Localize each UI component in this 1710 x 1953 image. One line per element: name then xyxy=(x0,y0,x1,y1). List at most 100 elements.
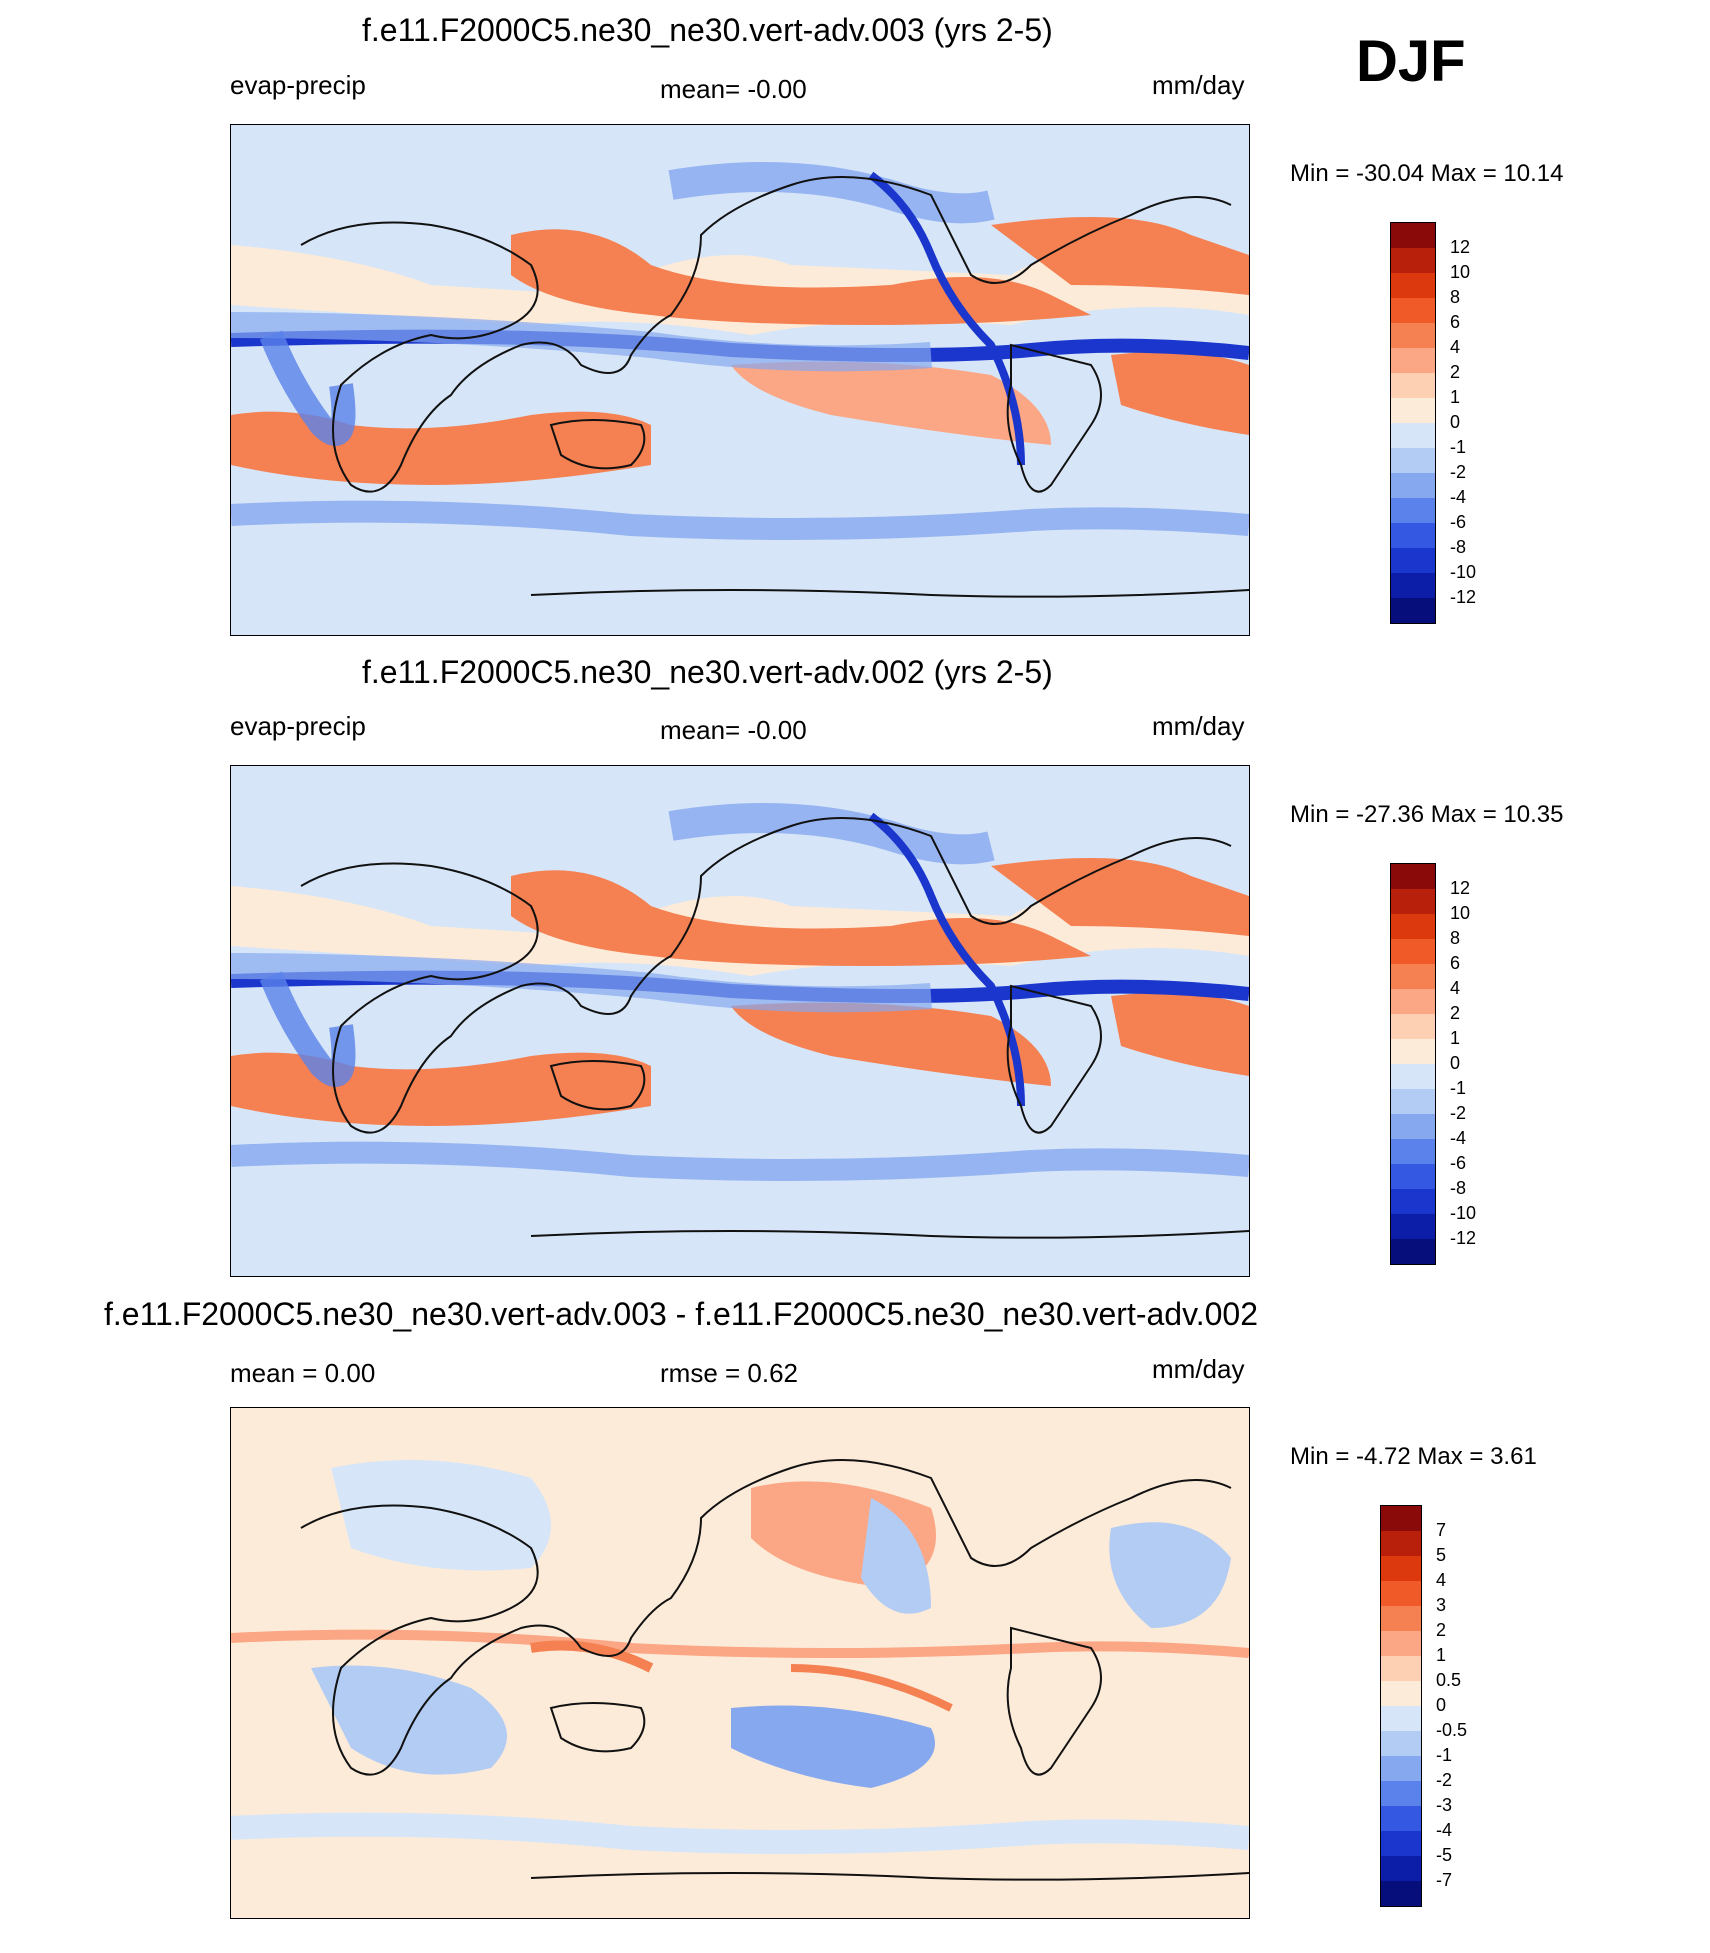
colorbar-segment xyxy=(1391,448,1435,473)
panel-3-map xyxy=(230,1407,1250,1919)
colorbar-segment xyxy=(1381,1631,1421,1656)
colorbar-tick-label: 8 xyxy=(1450,287,1461,307)
colorbar-tick-label: -4 xyxy=(1450,487,1467,507)
colorbar-segment xyxy=(1391,398,1435,423)
colorbar-tick-label: -12 xyxy=(1450,587,1477,607)
colorbar-tick-label: -3 xyxy=(1436,1795,1453,1815)
panel-2-units-label: mm/day xyxy=(1152,711,1245,741)
colorbar-tick-label: 6 xyxy=(1450,953,1461,973)
colorbar-segment xyxy=(1391,548,1435,573)
colorbar-segment xyxy=(1391,1014,1435,1039)
colorbar-tick-label: 7 xyxy=(1436,1520,1447,1540)
colorbar-tick-label: 10 xyxy=(1450,262,1471,282)
colorbar-tick-label: 0 xyxy=(1436,1695,1447,1715)
colorbar-segment xyxy=(1381,1656,1421,1681)
colorbar-segment xyxy=(1381,1856,1421,1881)
colorbar-segment xyxy=(1381,1881,1421,1906)
colorbar-segment xyxy=(1391,523,1435,548)
colorbar-tick-label: -10 xyxy=(1450,562,1477,582)
colorbar-tick-label: 2 xyxy=(1450,1003,1461,1023)
colorbar-tick-label: -1 xyxy=(1450,437,1467,457)
colorbar-tick-label: 1 xyxy=(1436,1645,1447,1665)
colorbar-segment xyxy=(1391,914,1435,939)
panel-1-map xyxy=(230,124,1250,636)
colorbar-tick-label: -4 xyxy=(1450,1128,1467,1148)
colorbar-segment xyxy=(1391,323,1435,348)
panel-2-map xyxy=(230,765,1250,1277)
colorbar-segment xyxy=(1391,864,1435,889)
colorbar-tick-label: 4 xyxy=(1436,1570,1447,1590)
colorbar-tick-label: -4 xyxy=(1436,1820,1453,1840)
colorbar-tick-label: 4 xyxy=(1450,978,1461,998)
colorbar-tick-label: 2 xyxy=(1450,362,1461,382)
colorbar-segment xyxy=(1391,348,1435,373)
colorbar-tick-label: -7 xyxy=(1436,1870,1453,1890)
panel-2-variable-label: evap-precip xyxy=(230,711,366,741)
colorbar-tick-label: 6 xyxy=(1450,312,1461,332)
colorbar-tick-label: -8 xyxy=(1450,537,1467,557)
colorbar-segment xyxy=(1391,248,1435,273)
colorbar-segment xyxy=(1391,273,1435,298)
panel-2-minmax: Min = -27.36 Max = 10.35 xyxy=(1290,801,1564,828)
panel-1-colorbar xyxy=(1390,222,1436,624)
colorbar-segment xyxy=(1391,598,1435,623)
panel-3-title: f.e11.F2000C5.ne30_ne30.vert-adv.003 - f… xyxy=(104,1296,1258,1332)
colorbar-tick-label: 12 xyxy=(1450,878,1471,898)
colorbar-segment xyxy=(1391,889,1435,914)
colorbar-tick-label: 12 xyxy=(1450,237,1471,257)
colorbar-tick-label: -1 xyxy=(1450,1078,1467,1098)
colorbar-segment xyxy=(1391,298,1435,323)
colorbar-segment xyxy=(1381,1681,1421,1706)
panel-3-colorbar xyxy=(1380,1505,1422,1907)
colorbar-segment xyxy=(1381,1581,1421,1606)
colorbar-segment xyxy=(1391,939,1435,964)
panel-1-variable-label: evap-precip xyxy=(230,70,366,100)
season-label: DJF xyxy=(1356,29,1466,94)
panel-1-title: f.e11.F2000C5.ne30_ne30.vert-adv.003 (yr… xyxy=(362,12,1053,48)
panel-3-rmse-label: rmse = 0.62 xyxy=(660,1358,799,1388)
panel-1-minmax: Min = -30.04 Max = 10.14 xyxy=(1290,160,1564,187)
colorbar-segment xyxy=(1391,223,1435,248)
colorbar-tick-label: -5 xyxy=(1436,1845,1453,1865)
colorbar-tick-label: -0.5 xyxy=(1436,1720,1468,1740)
colorbar-segment xyxy=(1391,1039,1435,1064)
colorbar-segment xyxy=(1381,1756,1421,1781)
colorbar-segment xyxy=(1381,1556,1421,1581)
colorbar-segment xyxy=(1391,1114,1435,1139)
colorbar-tick-label: -10 xyxy=(1450,1203,1477,1223)
panel-1-mean-label: mean= -0.00 xyxy=(660,74,807,104)
colorbar-tick-label: -2 xyxy=(1436,1770,1453,1790)
panel-3-minmax: Min = -4.72 Max = 3.61 xyxy=(1290,1443,1537,1470)
colorbar-segment xyxy=(1391,498,1435,523)
colorbar-tick-label: -2 xyxy=(1450,462,1467,482)
colorbar-tick-label: 0 xyxy=(1450,1053,1461,1073)
panel-2-mean-label: mean= -0.00 xyxy=(660,715,807,745)
colorbar-segment xyxy=(1381,1506,1421,1531)
colorbar-tick-label: 3 xyxy=(1436,1595,1447,1615)
colorbar-tick-label: -6 xyxy=(1450,512,1467,532)
colorbar-segment xyxy=(1391,1214,1435,1239)
colorbar-tick-label: -6 xyxy=(1450,1153,1467,1173)
colorbar-tick-label: 5 xyxy=(1436,1545,1447,1565)
panel-2-title: f.e11.F2000C5.ne30_ne30.vert-adv.002 (yr… xyxy=(362,654,1053,690)
colorbar-segment xyxy=(1381,1706,1421,1731)
colorbar-tick-label: -8 xyxy=(1450,1178,1467,1198)
colorbar-segment xyxy=(1381,1831,1421,1856)
colorbar-segment xyxy=(1381,1606,1421,1631)
colorbar-segment xyxy=(1381,1731,1421,1756)
colorbar-segment xyxy=(1391,989,1435,1014)
colorbar-segment xyxy=(1381,1531,1421,1556)
colorbar-tick-label: 8 xyxy=(1450,928,1461,948)
colorbar-segment xyxy=(1381,1806,1421,1831)
colorbar-tick-label: -1 xyxy=(1436,1745,1453,1765)
colorbar-segment xyxy=(1391,1064,1435,1089)
colorbar-tick-label: 2 xyxy=(1436,1620,1447,1640)
colorbar-tick-label: 0 xyxy=(1450,412,1461,432)
colorbar-segment xyxy=(1391,1089,1435,1114)
colorbar-segment xyxy=(1391,423,1435,448)
panel-3-units-label: mm/day xyxy=(1152,1354,1245,1384)
panel-3-mean-label: mean = 0.00 xyxy=(230,1358,376,1388)
panel-1-units-label: mm/day xyxy=(1152,70,1245,100)
colorbar-segment xyxy=(1391,964,1435,989)
colorbar-tick-label: 10 xyxy=(1450,903,1471,923)
